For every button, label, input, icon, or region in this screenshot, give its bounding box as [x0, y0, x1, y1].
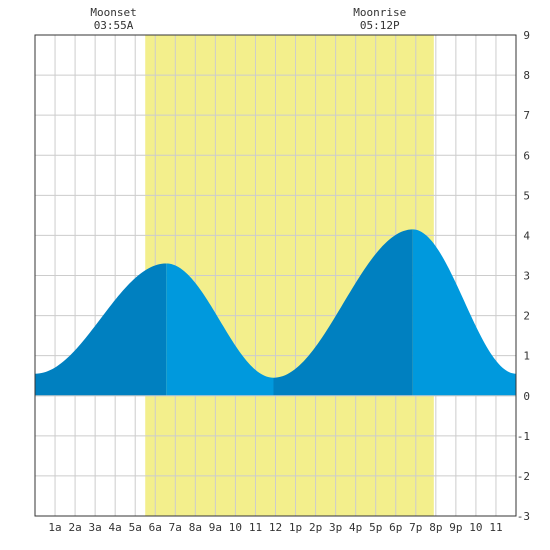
x-tick-label: 4a — [109, 521, 122, 534]
y-tick-label: 2 — [523, 310, 530, 323]
y-tick-label: -1 — [517, 430, 530, 443]
moon-event-time: 05:12P — [360, 19, 400, 32]
y-tick-label: 6 — [523, 149, 530, 162]
y-tick-label: 4 — [523, 229, 530, 242]
y-tick-label: -3 — [517, 510, 530, 523]
x-tick-label: 2a — [68, 521, 81, 534]
x-tick-label: 7p — [409, 521, 422, 534]
y-tick-label: 3 — [523, 270, 530, 283]
y-tick-label: 0 — [523, 390, 530, 403]
x-tick-label: 1a — [48, 521, 61, 534]
y-tick-label: 7 — [523, 109, 530, 122]
moon-event-label: Moonrise — [353, 6, 406, 19]
x-tick-label: 10 — [469, 521, 482, 534]
rising-tide-area — [273, 229, 413, 396]
moon-event-label: Moonset — [90, 6, 136, 19]
x-tick-label: 6a — [149, 521, 162, 534]
x-tick-label: 3a — [89, 521, 102, 534]
x-tick-label: 8p — [429, 521, 442, 534]
x-tick-label: 6p — [389, 521, 402, 534]
x-tick-label: 3p — [329, 521, 342, 534]
x-tick-label: 10 — [229, 521, 242, 534]
falling-tide-area — [412, 229, 516, 396]
plot-frame — [34, 34, 517, 517]
falling-tide-area — [166, 263, 274, 396]
x-tick-label: 12 — [269, 521, 282, 534]
x-tick-label: 9a — [209, 521, 222, 534]
y-tick-label: -2 — [517, 470, 530, 483]
x-tick-label: 5p — [369, 521, 382, 534]
x-tick-label: 9p — [449, 521, 462, 534]
rising-tide-area — [35, 263, 167, 396]
x-tick-label: 8a — [189, 521, 202, 534]
x-tick-label: 1p — [289, 521, 302, 534]
x-tick-label: 4p — [349, 521, 362, 534]
y-tick-label: 1 — [523, 350, 530, 363]
x-tick-label: 11 — [249, 521, 262, 534]
x-tick-label: 11 — [489, 521, 502, 534]
y-tick-label: 8 — [523, 69, 530, 82]
x-tick-label: 7a — [169, 521, 182, 534]
x-tick-label: 5a — [129, 521, 142, 534]
y-tick-label: 9 — [523, 29, 530, 42]
x-tick-label: 2p — [309, 521, 322, 534]
moon-event-time: 03:55A — [94, 19, 134, 32]
y-tick-label: 5 — [523, 189, 530, 202]
